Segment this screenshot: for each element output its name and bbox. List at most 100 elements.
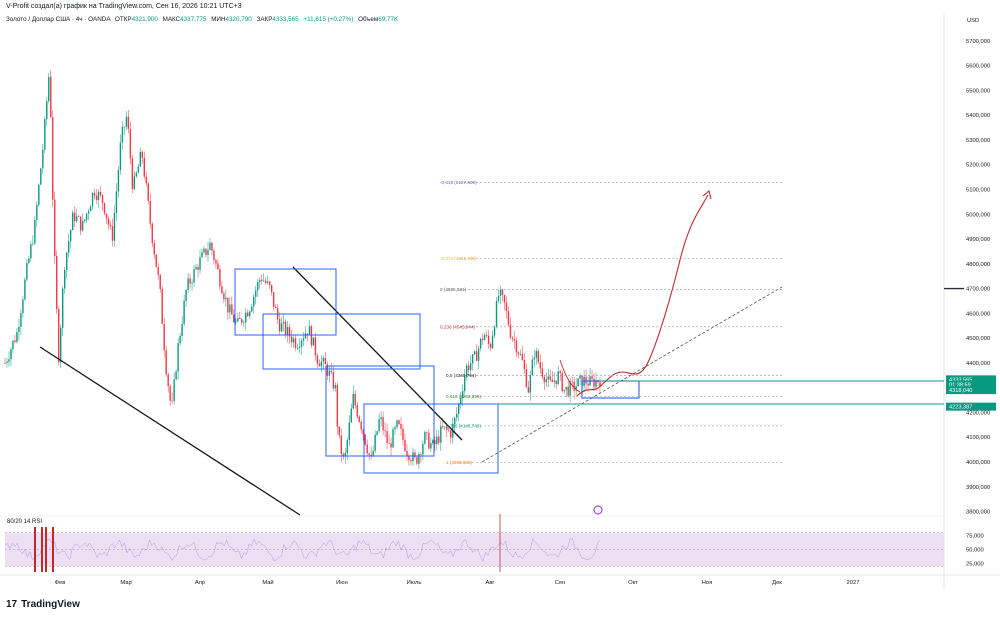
rsi-tick-label: 75,000: [966, 533, 984, 539]
candle-body: [79, 216, 82, 231]
candle-body: [8, 359, 10, 362]
candle-body: [559, 371, 561, 374]
candle-body: [340, 435, 343, 455]
rsi-indicator-label[interactable]: 80/20 14 RSI: [7, 519, 43, 525]
candle-body: [422, 443, 424, 455]
candle-body: [565, 386, 567, 390]
candle-body: [396, 420, 398, 428]
y-tick-label: 4500,000: [966, 336, 990, 342]
candle-body: [50, 76, 52, 118]
candle-body: [211, 242, 213, 251]
candle-body: [14, 340, 16, 342]
candle-body: [183, 300, 185, 324]
symbol-title[interactable]: Золото / Доллар США · 4ч · OANDA: [6, 16, 111, 23]
candle-body: [225, 297, 227, 300]
y-tick-label: 4400,000: [966, 361, 990, 367]
fib-level-label: 0 (4695,531): [440, 287, 467, 292]
candle-body: [191, 282, 193, 284]
dashed-support[interactable]: [481, 286, 783, 463]
candle-body: [555, 380, 557, 384]
candle-body: [593, 378, 595, 387]
candle-body: [286, 327, 289, 335]
candle-body: [543, 376, 545, 383]
published-caption: V-Profit создал(а) график на TradingView…: [6, 3, 242, 10]
candle-body: [163, 324, 165, 351]
trendline-lower[interactable]: [39, 346, 301, 516]
candle-body: [332, 372, 335, 389]
candle-body: [473, 351, 476, 355]
candle-body: [44, 119, 46, 150]
box-1[interactable]: [234, 268, 337, 336]
drawings[interactable]: [39, 190, 944, 516]
candle-body: [229, 304, 231, 313]
candle-body: [352, 393, 354, 409]
candle-body: [261, 279, 263, 282]
candle-body: [20, 313, 22, 327]
box-2[interactable]: [262, 313, 421, 370]
candle-body: [420, 454, 422, 455]
candle-body: [434, 440, 436, 445]
candle-body: [497, 295, 500, 301]
y-tick-label: 5100,000: [966, 187, 990, 193]
candle-body: [460, 398, 462, 404]
candle-body: [58, 309, 60, 363]
candle-body: [400, 424, 402, 429]
candle-body: [436, 436, 438, 445]
candle-body: [24, 279, 26, 300]
rsi-line: [4, 537, 601, 562]
forecast-arrow-small[interactable]: [559, 359, 581, 393]
currency-label[interactable]: USD: [967, 18, 979, 24]
candle-body: [38, 184, 40, 205]
candle-body: [316, 355, 319, 364]
candle-body: [304, 333, 307, 339]
candle-body: [193, 269, 195, 283]
candle-body: [231, 304, 233, 315]
candle-body: [175, 371, 177, 380]
candle-body: [549, 376, 551, 380]
x-tick-label: Мар: [120, 580, 131, 586]
candle-body: [89, 206, 92, 212]
y-tick-label: 4100,000: [966, 435, 990, 441]
candle-body: [169, 386, 171, 401]
y-tick-label: 5400,000: [966, 113, 990, 119]
candle-body: [300, 340, 303, 347]
candle-body: [366, 444, 368, 454]
time-axis[interactable]: Фев Мар Апр Май Июн Июль Авг Сен Окт Ноя Дек 2027: [55, 579, 860, 586]
candle-body: [298, 346, 301, 348]
candle-body: [312, 337, 315, 346]
candle-body: [247, 312, 249, 317]
trendline-channel[interactable]: [292, 266, 463, 441]
event-marker-icon[interactable]: [593, 505, 603, 515]
candle-body: [382, 417, 384, 431]
box-4[interactable]: [363, 403, 499, 474]
candle-body: [384, 430, 386, 432]
candle-body: [266, 281, 269, 283]
candle-body: [404, 439, 406, 452]
candle-body: [370, 454, 372, 456]
forecast-curve[interactable]: [576, 194, 709, 397]
candle-body: [280, 323, 283, 332]
y-tick-label: 5700,000: [966, 39, 990, 45]
candle-body: [111, 226, 114, 241]
candle-body: [26, 263, 28, 280]
candle-body: [227, 297, 229, 313]
fibonacci-levels[interactable]: -0,618 (5127,809) -0,272 (4821,430) 0 (469…: [440, 180, 782, 465]
candle-body: [52, 117, 54, 200]
candle-body: [171, 400, 173, 402]
candle-body: [469, 363, 472, 370]
candle-body: [410, 460, 412, 462]
tradingview-brand[interactable]: 17 TradingView: [6, 599, 80, 610]
x-tick-label: Июль: [407, 580, 422, 586]
candle-body: [489, 343, 492, 349]
candle-body: [424, 432, 426, 444]
candle-body: [54, 199, 56, 257]
candle-body: [308, 326, 311, 335]
price-axis[interactable]: 5700,000 5600,000 5500,000 5400,000 5300,000…: [966, 39, 990, 516]
ohlc-legend: Золото / Доллар США · 4ч · OANDA ОТКР432…: [6, 16, 398, 23]
candle-body: [99, 191, 102, 195]
box-3[interactable]: [325, 365, 435, 457]
candle-body: [577, 378, 579, 387]
candle-body: [392, 429, 394, 448]
